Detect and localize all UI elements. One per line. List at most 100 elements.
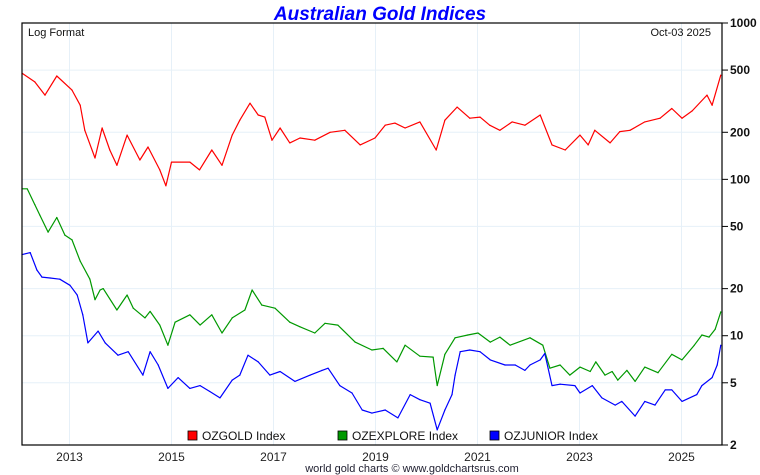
data-point [559,383,561,385]
data-point [579,134,581,136]
data-point [459,351,461,353]
data-point [244,309,246,311]
data-point [396,361,398,363]
data-point [209,390,211,393]
data-point [549,367,551,369]
data-point [714,328,716,330]
data-point [79,260,81,262]
data-point [394,122,396,124]
data-point [247,354,249,356]
data-point [711,376,713,379]
x-tick-label: 2013 [56,450,83,464]
data-point [354,341,356,343]
data-point [574,384,576,387]
data-point [211,149,213,151]
data-point [351,392,353,394]
data-point [199,384,201,387]
data-point [167,387,169,390]
data-point [299,137,301,139]
data-point [701,334,703,336]
data-point [314,332,316,334]
data-point [539,359,541,361]
data-point [432,356,434,358]
data-point [94,157,96,159]
data-point [36,269,38,271]
data-point [671,353,673,355]
data-point [619,131,621,133]
data-point [579,392,581,394]
data-point [76,294,78,296]
data-point [539,114,541,116]
data-point [174,321,176,323]
data-point [701,384,703,387]
data-point [189,387,191,390]
data-point [693,344,695,346]
data-point [587,144,589,146]
data-point [720,344,722,346]
data-point [654,404,656,406]
data-point [104,342,106,344]
data-point [231,317,233,319]
y-tick-label: 20 [730,282,744,296]
data-point [489,124,491,126]
data-point [165,185,167,187]
data-point [147,146,149,148]
data-point [477,332,479,334]
data-point [644,400,646,403]
data-point [371,412,373,414]
data-point [294,380,296,383]
data-point [524,124,526,126]
data-point [102,288,104,290]
data-point [509,344,511,346]
chart-title: Australian Gold Indices [273,4,486,25]
data-point [569,374,571,376]
y-tick-label: 500 [730,63,750,77]
data-point [167,344,169,346]
data-point [524,369,526,371]
data-point [604,374,606,376]
data-point [189,314,191,316]
data-point [601,397,603,399]
data-point [344,129,346,131]
data-point [617,379,619,381]
data-point [644,366,646,368]
data-point [231,134,233,136]
data-point [144,317,146,319]
log-format-note: Log Format [28,27,84,39]
data-point [157,364,159,366]
data-point [309,374,311,376]
data-point [257,361,259,363]
x-tick-label: 2025 [668,450,695,464]
legend-swatch [489,430,500,441]
data-point [49,277,51,279]
data-point [499,129,501,131]
series-line-ozexplore [22,188,722,387]
data-point [264,116,266,118]
data-point [634,415,636,417]
data-point [542,344,544,346]
data-point [716,364,718,366]
data-point [681,359,683,361]
data-point [657,372,659,374]
data-point [56,75,58,77]
data-point [708,336,710,338]
y-tick-label: 1000 [730,16,757,30]
data-point [467,334,469,336]
data-point [454,337,456,339]
data-point [579,366,581,368]
y-tick-label: 5 [730,376,737,390]
data-point [594,129,596,131]
data-point [469,349,471,351]
data-point [97,330,99,332]
data-point [644,121,646,123]
legend-swatch [187,430,198,441]
data-point [101,127,103,129]
data-point [681,117,683,119]
y-tick-label: 100 [730,172,750,186]
data-point [71,239,73,241]
data-point [419,121,421,123]
data-point [609,142,611,144]
data-point [634,380,636,383]
data-point [529,337,531,339]
